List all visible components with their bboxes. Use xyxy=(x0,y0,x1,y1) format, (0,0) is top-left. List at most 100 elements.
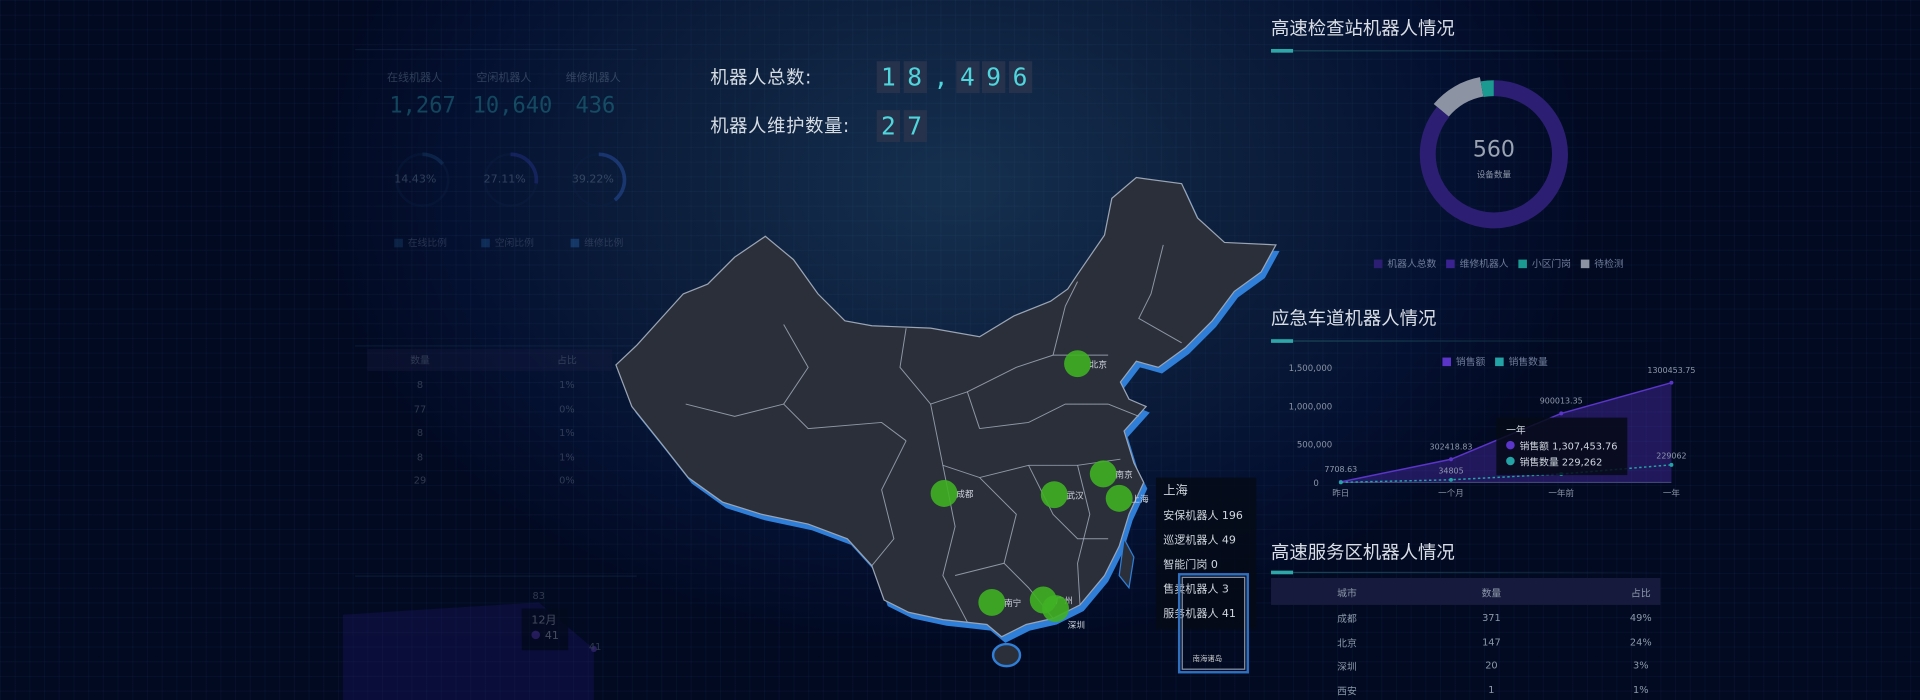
data-point xyxy=(1669,380,1674,385)
legend-label: 待检测 xyxy=(1594,258,1624,270)
maintenance-label: 机器人维护数量: xyxy=(710,115,850,138)
province-border xyxy=(1028,465,1109,540)
legend-swatch xyxy=(1373,259,1383,269)
city-marker[interactable] xyxy=(1042,595,1069,623)
ring-progress xyxy=(598,152,627,202)
province-border xyxy=(930,403,1121,479)
city-marker[interactable] xyxy=(1064,350,1092,378)
legend-swatch xyxy=(1495,357,1504,367)
map-land xyxy=(615,176,1277,638)
donut-center-label: 设备数量 xyxy=(1476,170,1512,181)
province-border xyxy=(1052,281,1078,356)
data-label: 1300453.75 xyxy=(1647,366,1695,375)
ring-track xyxy=(483,153,538,207)
data-point xyxy=(1449,457,1453,462)
counter-digit: 4 xyxy=(955,61,979,94)
city-label: 南宁 xyxy=(1004,597,1021,609)
data-label: 83 xyxy=(532,590,546,602)
stat-value: 436 xyxy=(575,93,616,119)
city-label: 北京 xyxy=(1090,358,1108,370)
legend-item[interactable]: 小区门岗 xyxy=(1518,257,1571,270)
city-marker[interactable] xyxy=(930,480,958,507)
table-cell: 1 xyxy=(1488,683,1495,695)
y-tick-label: 0 xyxy=(1313,479,1318,489)
total-label: 机器人总数: xyxy=(710,66,812,89)
area-chart xyxy=(342,602,597,700)
y-tick-label: 1,500,000 xyxy=(1289,364,1333,374)
table-cell: 49% xyxy=(1629,612,1652,624)
city-marker[interactable] xyxy=(1040,481,1068,509)
table-cell: 8 xyxy=(416,451,424,463)
legend-item[interactable]: 待检测 xyxy=(1580,257,1624,270)
city-label: 南京 xyxy=(1116,469,1134,481)
data-point xyxy=(1449,477,1453,482)
x-tick-label: 一年前 xyxy=(1548,487,1574,499)
data-label: 302418.83 xyxy=(1430,442,1473,451)
data-label: 229062 xyxy=(1656,452,1686,461)
tooltip-line: 销售数量 229,262 xyxy=(1519,456,1603,468)
counter-digit: 9 xyxy=(982,61,1006,94)
city-marker[interactable] xyxy=(978,588,1006,616)
table-cell: 北京 xyxy=(1337,637,1357,649)
stat-label: 空闲机器人 xyxy=(476,72,532,85)
legend-swatch xyxy=(1442,357,1452,367)
table-cell: 0% xyxy=(559,475,575,487)
area-tooltip: 12月 41 xyxy=(521,608,569,651)
city-label: 成都 xyxy=(956,488,974,500)
legend-item[interactable]: 维修机器人 xyxy=(1446,257,1509,270)
data-point xyxy=(590,645,597,653)
south-china-sea-inset: 南海诸岛 xyxy=(1177,573,1249,674)
table-cell: 1% xyxy=(559,379,575,391)
emergency-title: 应急车道机器人情况 xyxy=(1271,307,1437,330)
legend-item[interactable]: 销售额 xyxy=(1442,355,1485,368)
tooltip-title: 一年 xyxy=(1506,424,1526,436)
legend-swatch xyxy=(1580,259,1590,269)
table-cell: 深圳 xyxy=(1337,661,1357,673)
table-header-cell: 占比 xyxy=(557,355,577,367)
checkpoint-title: 高速检查站机器人情况 xyxy=(1271,17,1455,40)
province-border xyxy=(871,440,907,567)
ring-gauges xyxy=(395,152,627,207)
table-header-cell: 数量 xyxy=(1481,587,1502,599)
legend-swatch xyxy=(1446,259,1455,269)
province-border xyxy=(783,324,907,442)
ring-legend: 在线比例 xyxy=(407,237,447,249)
stat-label: 在线机器人 xyxy=(386,72,443,85)
table-cell: 147 xyxy=(1482,636,1501,648)
legend-label: 销售数量 xyxy=(1508,356,1548,368)
data-label: 7708.63 xyxy=(1324,465,1357,474)
x-tick-label: 一年 xyxy=(1663,487,1681,499)
counter-digit: 6 xyxy=(1008,61,1032,94)
data-label: 34805 xyxy=(1438,467,1463,476)
ring-legend: 维修比例 xyxy=(584,237,624,249)
ring-progress xyxy=(510,152,539,184)
city-label: 武汉 xyxy=(1067,489,1085,501)
divider xyxy=(355,48,637,51)
table-cell: 24% xyxy=(1629,636,1652,648)
legend-label: 销售额 xyxy=(1455,356,1486,368)
legend-label: 小区门岗 xyxy=(1531,258,1572,270)
map-tooltip: 上海 安保机器人 196 巡逻机器人 49 智能门岗 0 售卖机器人 3 服务机… xyxy=(1155,477,1257,630)
x-tick-label: 一个月 xyxy=(1438,488,1464,499)
counter-digit: 8 xyxy=(903,61,927,94)
stat-value: 10,640 xyxy=(472,93,553,119)
ring-progress xyxy=(422,152,445,166)
legend-item[interactable]: 机器人总数 xyxy=(1373,257,1436,270)
service-table-header xyxy=(1271,577,1661,605)
donut-chart xyxy=(1419,77,1568,229)
y-tick-label: 1,000,000 xyxy=(1289,402,1333,412)
legend-item[interactable]: 销售数量 xyxy=(1495,355,1548,368)
tooltip-value: 41 xyxy=(544,630,559,643)
stat-label: 维修机器人 xyxy=(565,72,621,85)
ring-track xyxy=(395,153,450,207)
hainan-island xyxy=(991,642,1022,668)
inset-label: 南海诸岛 xyxy=(1192,655,1223,664)
city-marker[interactable] xyxy=(1089,460,1117,488)
city-marker[interactable] xyxy=(1105,484,1133,512)
tooltip-title: 12月 xyxy=(531,614,557,627)
city-label: 上海 xyxy=(1131,493,1149,505)
table-header xyxy=(367,348,613,372)
donut-slice xyxy=(1419,80,1568,229)
legend-label: 维修机器人 xyxy=(1459,258,1509,270)
